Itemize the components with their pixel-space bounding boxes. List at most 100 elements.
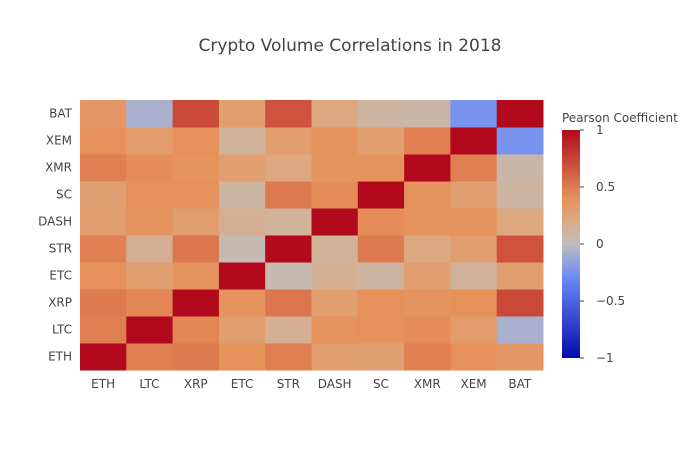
chart-title: Crypto Volume Correlations in 2018	[199, 36, 502, 56]
heatmap-cell-xrp-ltc	[126, 289, 174, 317]
heatmap-cell-sc-dash	[311, 181, 359, 209]
x-tick-label-xmr: XMR	[414, 377, 441, 391]
heatmap-cell-xrp-dash	[311, 289, 359, 317]
heatmap-cell-eth-sc	[357, 343, 405, 371]
colorbar-gradient	[562, 130, 580, 358]
heatmap-cell-xmr-xrp	[172, 154, 220, 182]
heatmap-cell-eth-xem	[450, 343, 498, 371]
heatmap-cell-ltc-eth	[80, 316, 127, 344]
heatmap-cell-str-sc	[357, 235, 405, 263]
heatmap-cell-xem-xmr	[404, 127, 451, 155]
heatmap-cell-xrp-etc	[218, 289, 266, 317]
heatmap-cell-dash-xem	[450, 208, 498, 236]
colorbar-ticks: 1 0.5 0 −0.5 −1	[580, 123, 625, 365]
heatmap-cell-str-dash	[311, 235, 359, 263]
heatmap-cell-dash-xrp	[172, 208, 220, 236]
heatmap-cell-dash-etc	[218, 208, 266, 236]
colorbar-tick-label: −0.5	[596, 294, 625, 308]
heatmap-cell-eth-str	[265, 343, 312, 371]
y-tick-label-eth: ETH	[48, 350, 72, 364]
heatmap-cell-etc-xem	[450, 262, 498, 290]
heatmap-cell-dash-ltc	[126, 208, 174, 236]
heatmap-cell-str-xrp	[172, 235, 220, 263]
y-tick-label-xmr: XMR	[45, 161, 72, 175]
heatmap-cell-bat-etc	[218, 100, 266, 128]
heatmap-cell-xrp-eth	[80, 289, 127, 317]
heatmap-cell-xem-bat	[496, 127, 544, 155]
heatmap-cell-xmr-dash	[311, 154, 359, 182]
colorbar-tick-label: 1	[596, 123, 604, 137]
heatmap-cell-xem-str	[265, 127, 312, 155]
heatmap-cell-xmr-ltc	[126, 154, 174, 182]
y-axis: ETH LTC XRP ETC STR DASH SC XMR XEM BAT	[38, 107, 73, 364]
heatmap-cell-ltc-dash	[311, 316, 359, 344]
heatmap-cell-sc-sc	[357, 181, 405, 209]
heatmap-cell-etc-dash	[311, 262, 359, 290]
heatmap-cell-xrp-str	[265, 289, 312, 317]
colorbar-tick-label: 0.5	[596, 180, 615, 194]
x-tick-label-xrp: XRP	[184, 377, 208, 391]
heatmap-cell-sc-eth	[80, 181, 127, 209]
heatmap-cell-xem-xem	[450, 127, 498, 155]
heatmap-cell-ltc-xmr	[404, 316, 451, 344]
heatmap-cell-sc-str	[265, 181, 312, 209]
heatmap-cell-sc-ltc	[126, 181, 174, 209]
heatmap-cells	[80, 100, 544, 371]
heatmap-cell-ltc-bat	[496, 316, 544, 344]
heatmap-cell-sc-xrp	[172, 181, 220, 209]
heatmap-cell-str-ltc	[126, 235, 174, 263]
colorbar-tick-label: −1	[596, 351, 614, 365]
heatmap-cell-str-xem	[450, 235, 498, 263]
heatmap-cell-bat-xmr	[404, 100, 451, 128]
heatmap-cell-xmr-xmr	[404, 154, 451, 182]
heatmap-cell-bat-xrp	[172, 100, 220, 128]
heatmap-cell-xrp-xem	[450, 289, 498, 317]
heatmap-cell-dash-eth	[80, 208, 127, 236]
heatmap-cell-bat-xem	[450, 100, 498, 128]
heatmap-cell-dash-dash	[311, 208, 359, 236]
heatmap-cell-xem-xrp	[172, 127, 220, 155]
heatmap-cell-dash-sc	[357, 208, 405, 236]
heatmap-cell-xem-eth	[80, 127, 127, 155]
heatmap-cell-xmr-str	[265, 154, 312, 182]
heatmap-cell-eth-etc	[218, 343, 266, 371]
heatmap-cell-ltc-sc	[357, 316, 405, 344]
y-tick-label-dash: DASH	[38, 215, 72, 229]
heatmap-cell-etc-eth	[80, 262, 127, 290]
y-tick-label-ltc: LTC	[52, 323, 72, 337]
heatmap-cell-xrp-xmr	[404, 289, 451, 317]
colorbar-tick-label: 0	[596, 237, 604, 251]
heatmap-cell-bat-bat	[496, 100, 544, 128]
heatmap-cell-etc-xmr	[404, 262, 451, 290]
x-tick-label-bat: BAT	[508, 377, 532, 391]
heatmap-cell-eth-xrp	[172, 343, 220, 371]
x-tick-label-eth: ETH	[91, 377, 115, 391]
y-tick-label-xrp: XRP	[48, 296, 72, 310]
heatmap-cell-str-str	[265, 235, 312, 263]
y-tick-label-xem: XEM	[46, 134, 72, 148]
x-tick-label-ltc: LTC	[139, 377, 159, 391]
x-tick-label-etc: ETC	[231, 377, 254, 391]
heatmap-cell-eth-bat	[496, 343, 544, 371]
heatmap-cell-bat-str	[265, 100, 312, 128]
heatmap-cell-etc-etc	[218, 262, 266, 290]
x-tick-label-xem: XEM	[460, 377, 486, 391]
heatmap-cell-xem-dash	[311, 127, 359, 155]
heatmap-cell-bat-ltc	[126, 100, 174, 128]
heatmap-cell-str-etc	[218, 235, 266, 263]
heatmap-cell-sc-xem	[450, 181, 498, 209]
colorbar: Pearson Coefficient 1 0.5 0 −0.5 −1	[562, 111, 678, 365]
heatmap-cell-xmr-xem	[450, 154, 498, 182]
heatmap-cell-xmr-etc	[218, 154, 266, 182]
heatmap-cell-bat-dash	[311, 100, 359, 128]
heatmap-cell-ltc-xem	[450, 316, 498, 344]
heatmap-cell-eth-ltc	[126, 343, 174, 371]
heatmap-cell-dash-xmr	[404, 208, 451, 236]
heatmap-cell-xem-sc	[357, 127, 405, 155]
heatmap-cell-ltc-str	[265, 316, 312, 344]
heatmap-cell-xmr-eth	[80, 154, 127, 182]
heatmap-cell-str-bat	[496, 235, 544, 263]
heatmap-cell-xmr-sc	[357, 154, 405, 182]
